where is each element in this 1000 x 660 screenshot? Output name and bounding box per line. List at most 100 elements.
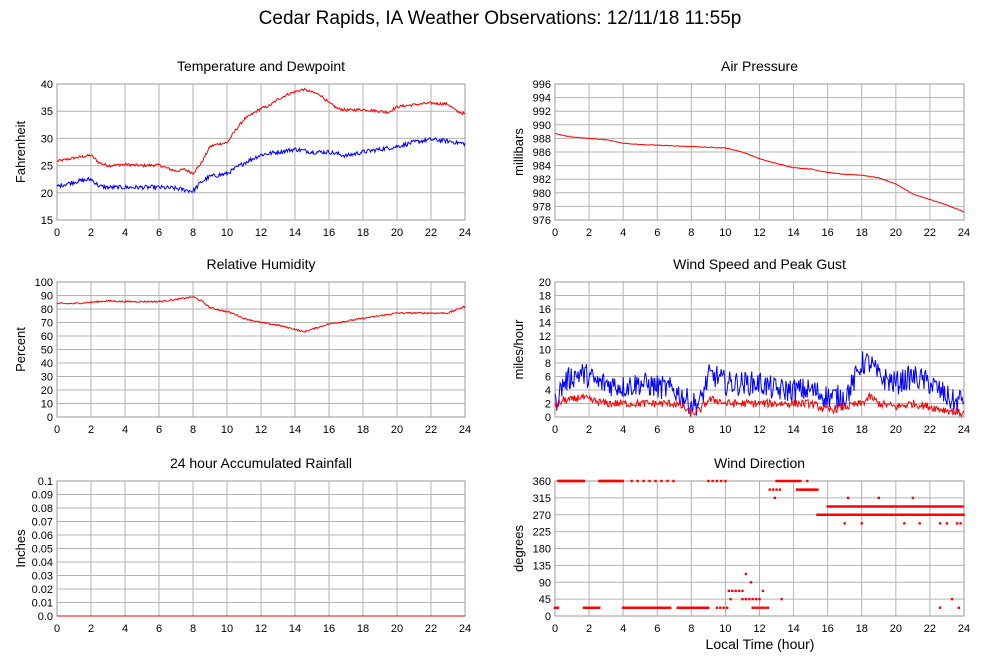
pressure-xtick-label: 2 (586, 227, 592, 239)
temperature-xtick-label: 0 (54, 227, 60, 239)
wind-direction-xtick-label: 22 (924, 623, 936, 635)
wind-direction-point (853, 505, 856, 508)
wind-direction-point (748, 597, 751, 601)
wind-direction-point (871, 505, 874, 508)
wind-speed-ytick-label: 14 (539, 318, 551, 330)
wind-direction-point (932, 505, 936, 508)
wind-direction-point (787, 479, 790, 483)
rainfall-xtick-label: 0 (54, 623, 60, 635)
wind-direction-point (857, 505, 860, 508)
wind-direction-point (764, 606, 767, 609)
wind-direction-point (737, 589, 741, 593)
humidity-ytick-label: 30 (41, 372, 53, 384)
wind-speed-ylabel: miles/hour (511, 319, 526, 380)
wind-direction-point (711, 479, 714, 483)
wind-direction-point (930, 505, 934, 508)
rainfall-ytick-label: 0.06 (32, 530, 53, 542)
wind-direction-point (836, 505, 840, 508)
temperature-ytick-label: 20 (41, 188, 53, 200)
wind-direction-point (859, 505, 862, 508)
pressure-ytick-label: 994 (533, 93, 551, 105)
humidity-ytick-label: 40 (41, 358, 53, 370)
wind-speed-xtick-label: 0 (552, 424, 558, 436)
wind-direction-point (934, 505, 938, 508)
wind-direction-point (949, 505, 952, 508)
wind-direction-point (756, 606, 759, 609)
wind-speed-series-1-line (554, 391, 965, 418)
wind-direction-point (957, 505, 960, 508)
wind-direction-point (806, 479, 809, 483)
wind-speed-xtick-label: 20 (890, 424, 902, 436)
pressure-ytick-label: 980 (533, 188, 551, 200)
wind-direction-point (556, 606, 560, 609)
wind-direction-xtick-label: 20 (890, 623, 902, 635)
wind-direction-point (754, 606, 757, 609)
pressure-xtick-label: 16 (822, 227, 834, 239)
rainfall-xtick-label: 22 (425, 623, 437, 635)
pressure-xtick-label: 0 (552, 227, 558, 239)
wind-direction-ytick-label: 0 (545, 611, 551, 623)
wind-direction-point (775, 488, 778, 491)
pressure-ytick-label: 984 (533, 161, 551, 173)
humidity-xtick-label: 14 (289, 424, 301, 436)
wind-direction-point (621, 479, 625, 483)
pressure-xtick-label: 12 (753, 227, 765, 239)
wind-direction-point (715, 479, 719, 483)
wind-direction-point (719, 479, 723, 483)
wind-direction-point (795, 479, 799, 483)
wind-direction-point (936, 505, 940, 508)
wind-speed-xtick-label: 2 (586, 424, 592, 436)
wind-direction-point (924, 505, 928, 508)
humidity-xtick-label: 8 (190, 424, 196, 436)
wind-direction-point (840, 505, 844, 508)
humidity-xtick-label: 2 (88, 424, 94, 436)
wind-speed-ytick-label: 0 (545, 412, 551, 424)
wind-direction-point (918, 505, 921, 508)
wind-direction-point (778, 488, 782, 491)
humidity-xtick-label: 20 (391, 424, 403, 436)
pressure-ytick-label: 996 (533, 79, 551, 91)
temperature-xtick-label: 8 (190, 227, 196, 239)
wind-direction-point (928, 505, 932, 508)
wind-direction-point (883, 505, 887, 508)
wind-direction-point (761, 606, 765, 609)
temperature-xtick-label: 16 (323, 227, 335, 239)
pressure-ylabel: millibars (511, 128, 526, 176)
wind-direction-xtick-label: 6 (654, 623, 660, 635)
wind-direction-point (761, 589, 765, 593)
wind-direction-point (707, 606, 710, 609)
wind-direction-xtick-label: 0 (552, 623, 558, 635)
wind-speed-xtick-label: 6 (654, 424, 660, 436)
wind-speed-xtick-label: 10 (719, 424, 731, 436)
rainfall-ytick-label: 0.07 (32, 517, 53, 529)
wind-speed-xtick-label: 22 (924, 424, 936, 436)
wind-direction-ytick-label: 270 (533, 510, 551, 522)
wind-direction-ytick-label: 90 (539, 577, 551, 589)
wind-direction-point (962, 513, 965, 516)
humidity-title: Relative Humidity (207, 256, 316, 272)
rainfall-ytick-label: 0.01 (32, 598, 53, 610)
wind-direction-point (731, 589, 734, 593)
wind-direction-point (660, 479, 663, 483)
wind-direction-point (877, 505, 880, 508)
pressure-ytick-label: 990 (533, 120, 551, 132)
wind-direction-point (947, 505, 950, 508)
pressure-xtick-label: 4 (620, 227, 626, 239)
temperature-xtick-label: 10 (221, 227, 233, 239)
wind-speed-xtick-label: 8 (688, 424, 694, 436)
wind-speed-ytick-label: 20 (539, 277, 551, 289)
wind-direction-point (938, 606, 942, 609)
wind-direction-title: Wind Direction (714, 455, 805, 471)
wind-direction-point (916, 505, 919, 508)
rainfall-ytick-label: 0.03 (32, 571, 53, 583)
humidity-ytick-label: 10 (41, 399, 53, 411)
wind-direction-point (783, 479, 787, 483)
wind-direction-point (860, 522, 863, 525)
humidity-series-0-line (57, 295, 466, 333)
wind-direction-point (771, 488, 775, 491)
wind-speed-xtick-label: 16 (822, 424, 834, 436)
rainfall-xtick-label: 6 (156, 623, 162, 635)
